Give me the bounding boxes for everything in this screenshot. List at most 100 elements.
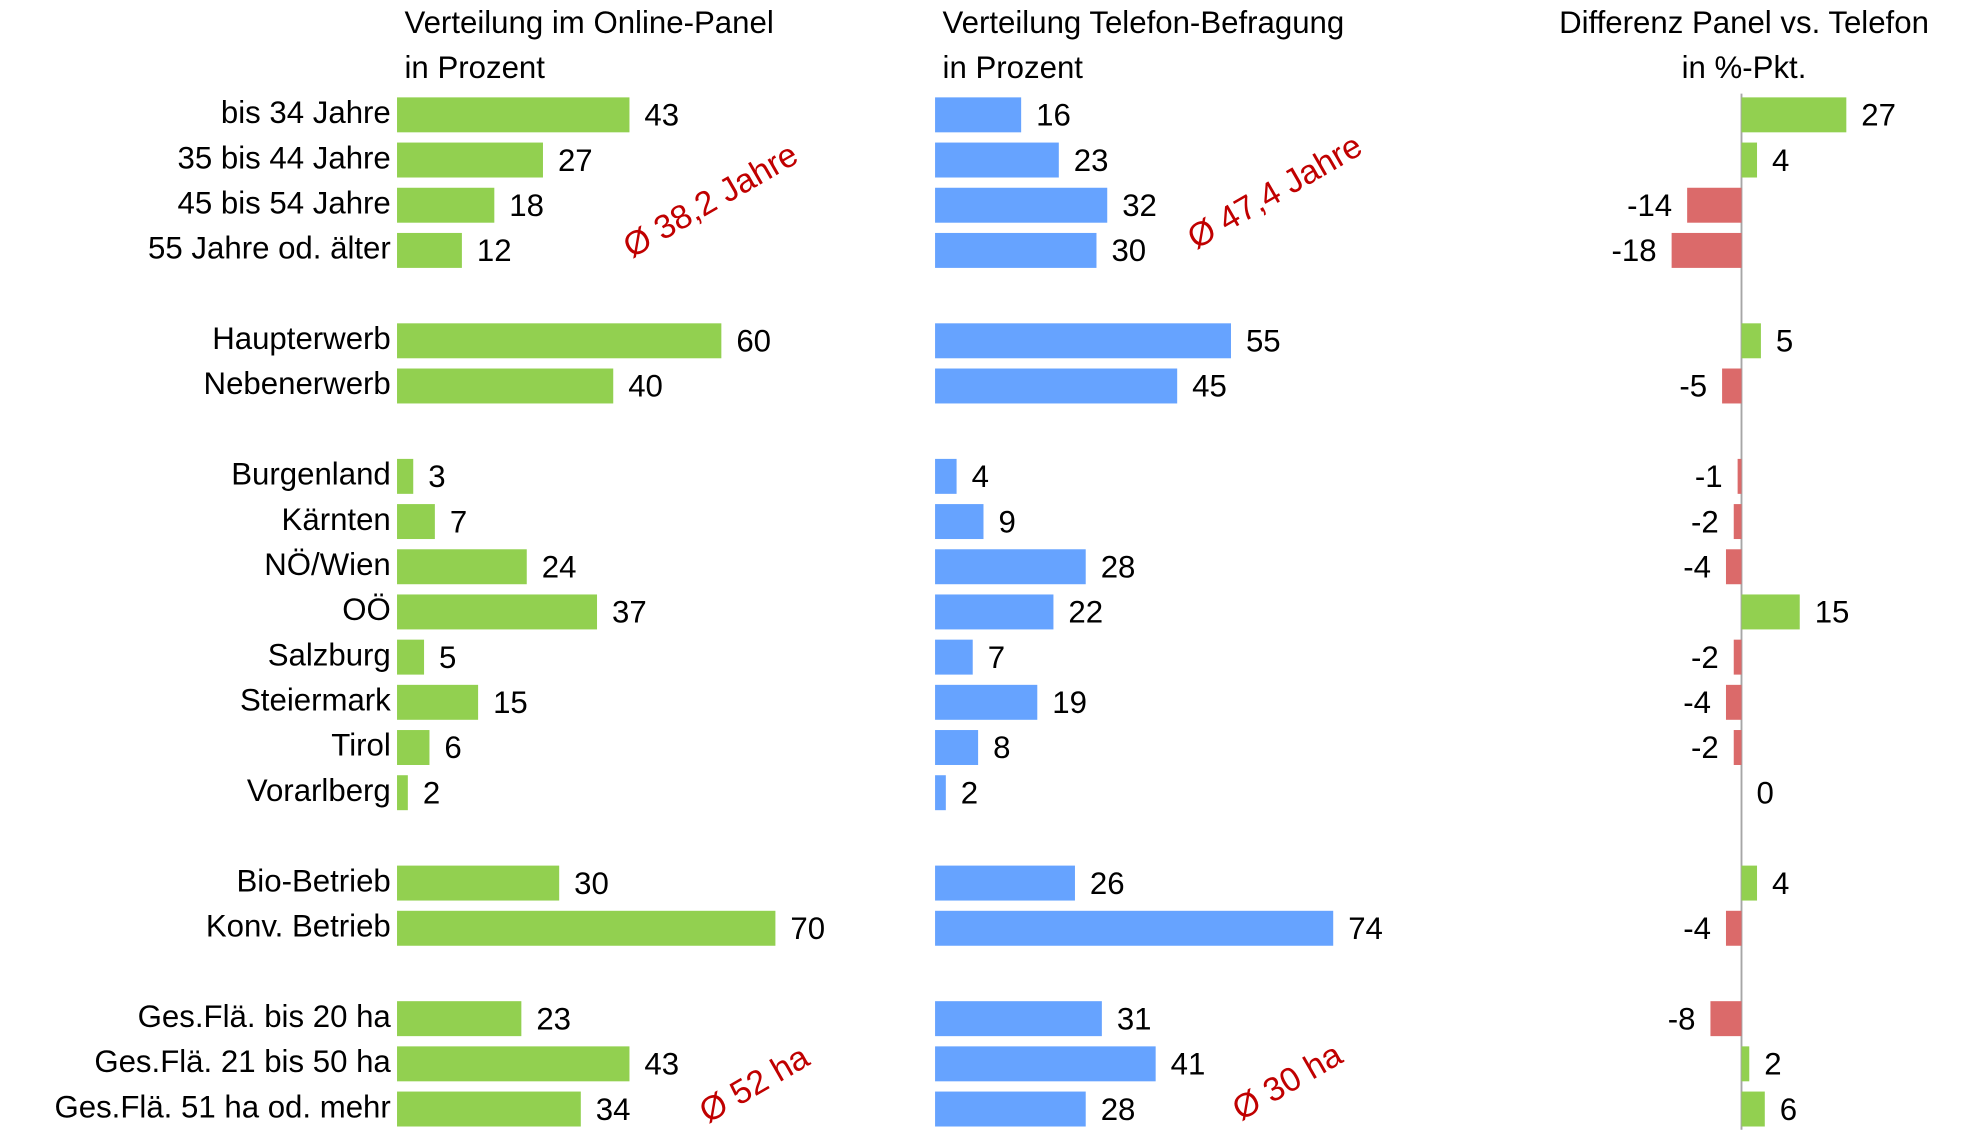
value-label: 60	[736, 324, 771, 359]
bar	[1733, 730, 1742, 765]
bar	[397, 323, 722, 359]
value-label: 26	[1090, 866, 1125, 901]
category-label: Bio-Betrieb	[237, 863, 391, 898]
value-label: 70	[790, 911, 825, 946]
chart-title: Verteilung im Online-Panel	[405, 5, 774, 40]
value-label: 6	[1780, 1092, 1797, 1127]
bar	[397, 458, 414, 494]
value-label: 45	[1192, 369, 1227, 404]
chart-title: Differenz Panel vs. Telefon	[1559, 5, 1929, 40]
bar	[397, 639, 425, 675]
bar	[397, 594, 598, 630]
value-label: 5	[1776, 324, 1793, 359]
value-label: 2	[961, 775, 978, 810]
bar	[397, 865, 560, 901]
value-label: 7	[450, 504, 467, 539]
value-label: 22	[1068, 595, 1103, 630]
value-label: 30	[1111, 233, 1146, 268]
value-label: 9	[998, 504, 1015, 539]
value-label: 0	[1756, 775, 1773, 810]
bar	[935, 368, 1178, 404]
value-label: 30	[574, 866, 609, 901]
value-label: 7	[988, 640, 1005, 675]
annotation: Ø 47,4 Jahre	[1181, 127, 1369, 257]
value-label: 24	[542, 549, 577, 584]
chart-title: in %-Pkt.	[1682, 50, 1807, 85]
value-label: 27	[1861, 98, 1896, 133]
value-label: 40	[628, 369, 663, 404]
annotation: Ø 52 ha	[693, 1038, 816, 1131]
category-label: Ges.Flä. 21 bis 50 ha	[94, 1044, 391, 1079]
bar	[397, 775, 408, 811]
category-label: Ges.Flä. bis 20 ha	[138, 999, 392, 1034]
bar	[1741, 142, 1758, 178]
bar	[935, 1001, 1102, 1037]
bar	[935, 594, 1054, 630]
bar	[1741, 1091, 1765, 1127]
value-label: 2	[423, 775, 440, 810]
value-label: -8	[1668, 1001, 1696, 1036]
value-label: 28	[1101, 549, 1136, 584]
annotation: Ø 30 ha	[1226, 1035, 1349, 1128]
bar	[1722, 368, 1742, 404]
category-label: 45 bis 54 Jahre	[178, 185, 391, 220]
category-label: Haupterwerb	[212, 321, 391, 356]
chart-title: Verteilung Telefon-Befragung	[943, 5, 1345, 40]
category-label: OÖ	[342, 592, 391, 627]
bar	[397, 142, 543, 178]
value-label: 15	[493, 685, 528, 720]
value-label: -2	[1691, 640, 1719, 675]
bar	[935, 910, 1334, 946]
bar	[1737, 458, 1742, 494]
bar	[1725, 910, 1742, 946]
value-label: 5	[439, 640, 456, 675]
category-label: 35 bis 44 Jahre	[178, 140, 391, 175]
bar	[397, 684, 479, 720]
category-label: Ges.Flä. 51 ha od. mehr	[54, 1089, 390, 1124]
bar	[397, 232, 462, 268]
bar	[1687, 187, 1742, 223]
bar	[397, 1091, 581, 1127]
category-label: Nebenerwerb	[204, 366, 391, 401]
value-label: -14	[1627, 188, 1672, 223]
bar	[935, 187, 1108, 223]
value-label: 27	[558, 143, 593, 178]
bar	[1741, 1046, 1750, 1082]
category-label: 55 Jahre od. älter	[148, 231, 391, 266]
category-label: Konv. Betrieb	[206, 909, 391, 944]
bar	[935, 504, 984, 540]
value-label: -1	[1695, 459, 1723, 494]
value-label: 74	[1348, 911, 1383, 946]
value-label: 4	[1772, 866, 1789, 901]
bar	[1710, 1001, 1742, 1037]
bar	[935, 1046, 1156, 1082]
value-label: -5	[1679, 369, 1707, 404]
value-label: 18	[509, 188, 544, 223]
category-label: Salzburg	[268, 637, 391, 672]
bar	[1733, 504, 1742, 540]
category-label: Steiermark	[240, 683, 391, 718]
value-label: 6	[444, 730, 461, 765]
bar	[397, 1001, 522, 1037]
value-label: -2	[1691, 504, 1719, 539]
value-label: 55	[1246, 324, 1281, 359]
value-label: 43	[644, 1047, 679, 1082]
bar	[935, 458, 957, 494]
bar	[1741, 97, 1847, 133]
bar	[1741, 323, 1761, 359]
bar	[935, 142, 1059, 178]
category-label: Kärnten	[282, 502, 391, 537]
category-label: NÖ/Wien	[264, 547, 391, 582]
bar	[935, 684, 1038, 720]
bar	[1725, 549, 1742, 585]
value-label: 4	[1772, 143, 1789, 178]
bar	[1671, 232, 1742, 268]
bar	[397, 730, 430, 765]
value-label: -4	[1683, 685, 1711, 720]
bar	[397, 97, 630, 133]
value-label: 4	[972, 459, 989, 494]
bar	[935, 232, 1097, 268]
value-label: -4	[1683, 549, 1711, 584]
value-label: 43	[644, 98, 679, 133]
